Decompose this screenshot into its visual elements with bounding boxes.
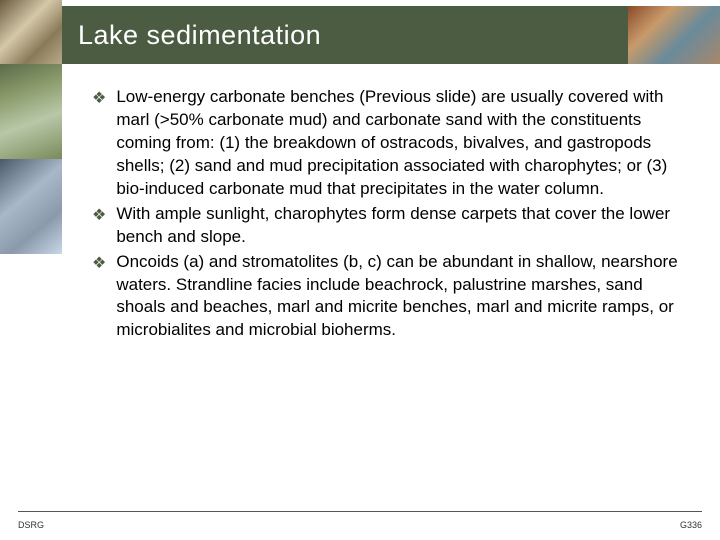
bullet-item: ❖ With ample sunlight, charophytes form … [92,203,692,249]
bullet-list: ❖ Low-energy carbonate benches (Previous… [92,86,692,342]
sidebar-image-3 [0,159,62,254]
slide-title: Lake sedimentation [78,20,321,51]
sidebar-thumbnails [0,0,62,254]
bullet-text: Oncoids (a) and stromatolites (b, c) can… [116,251,692,343]
content-area: ❖ Low-energy carbonate benches (Previous… [92,86,692,344]
sidebar-image-2 [0,64,62,159]
footer-right-label: G336 [680,520,702,530]
bullet-item: ❖ Oncoids (a) and stromatolites (b, c) c… [92,251,692,343]
diamond-bullet-icon: ❖ [92,205,106,225]
header-region: Lake sedimentation [0,0,720,64]
sidebar-image-1 [0,0,62,64]
bullet-item: ❖ Low-energy carbonate benches (Previous… [92,86,692,201]
footer-left-label: DSRG [18,520,44,530]
diamond-bullet-icon: ❖ [92,88,106,108]
title-bar: Lake sedimentation [62,6,720,64]
footer-divider [18,511,702,512]
bullet-text: With ample sunlight, charophytes form de… [116,203,692,249]
bullet-text: Low-energy carbonate benches (Previous s… [116,86,692,201]
diamond-bullet-icon: ❖ [92,253,106,273]
header-corner-image [628,6,720,64]
